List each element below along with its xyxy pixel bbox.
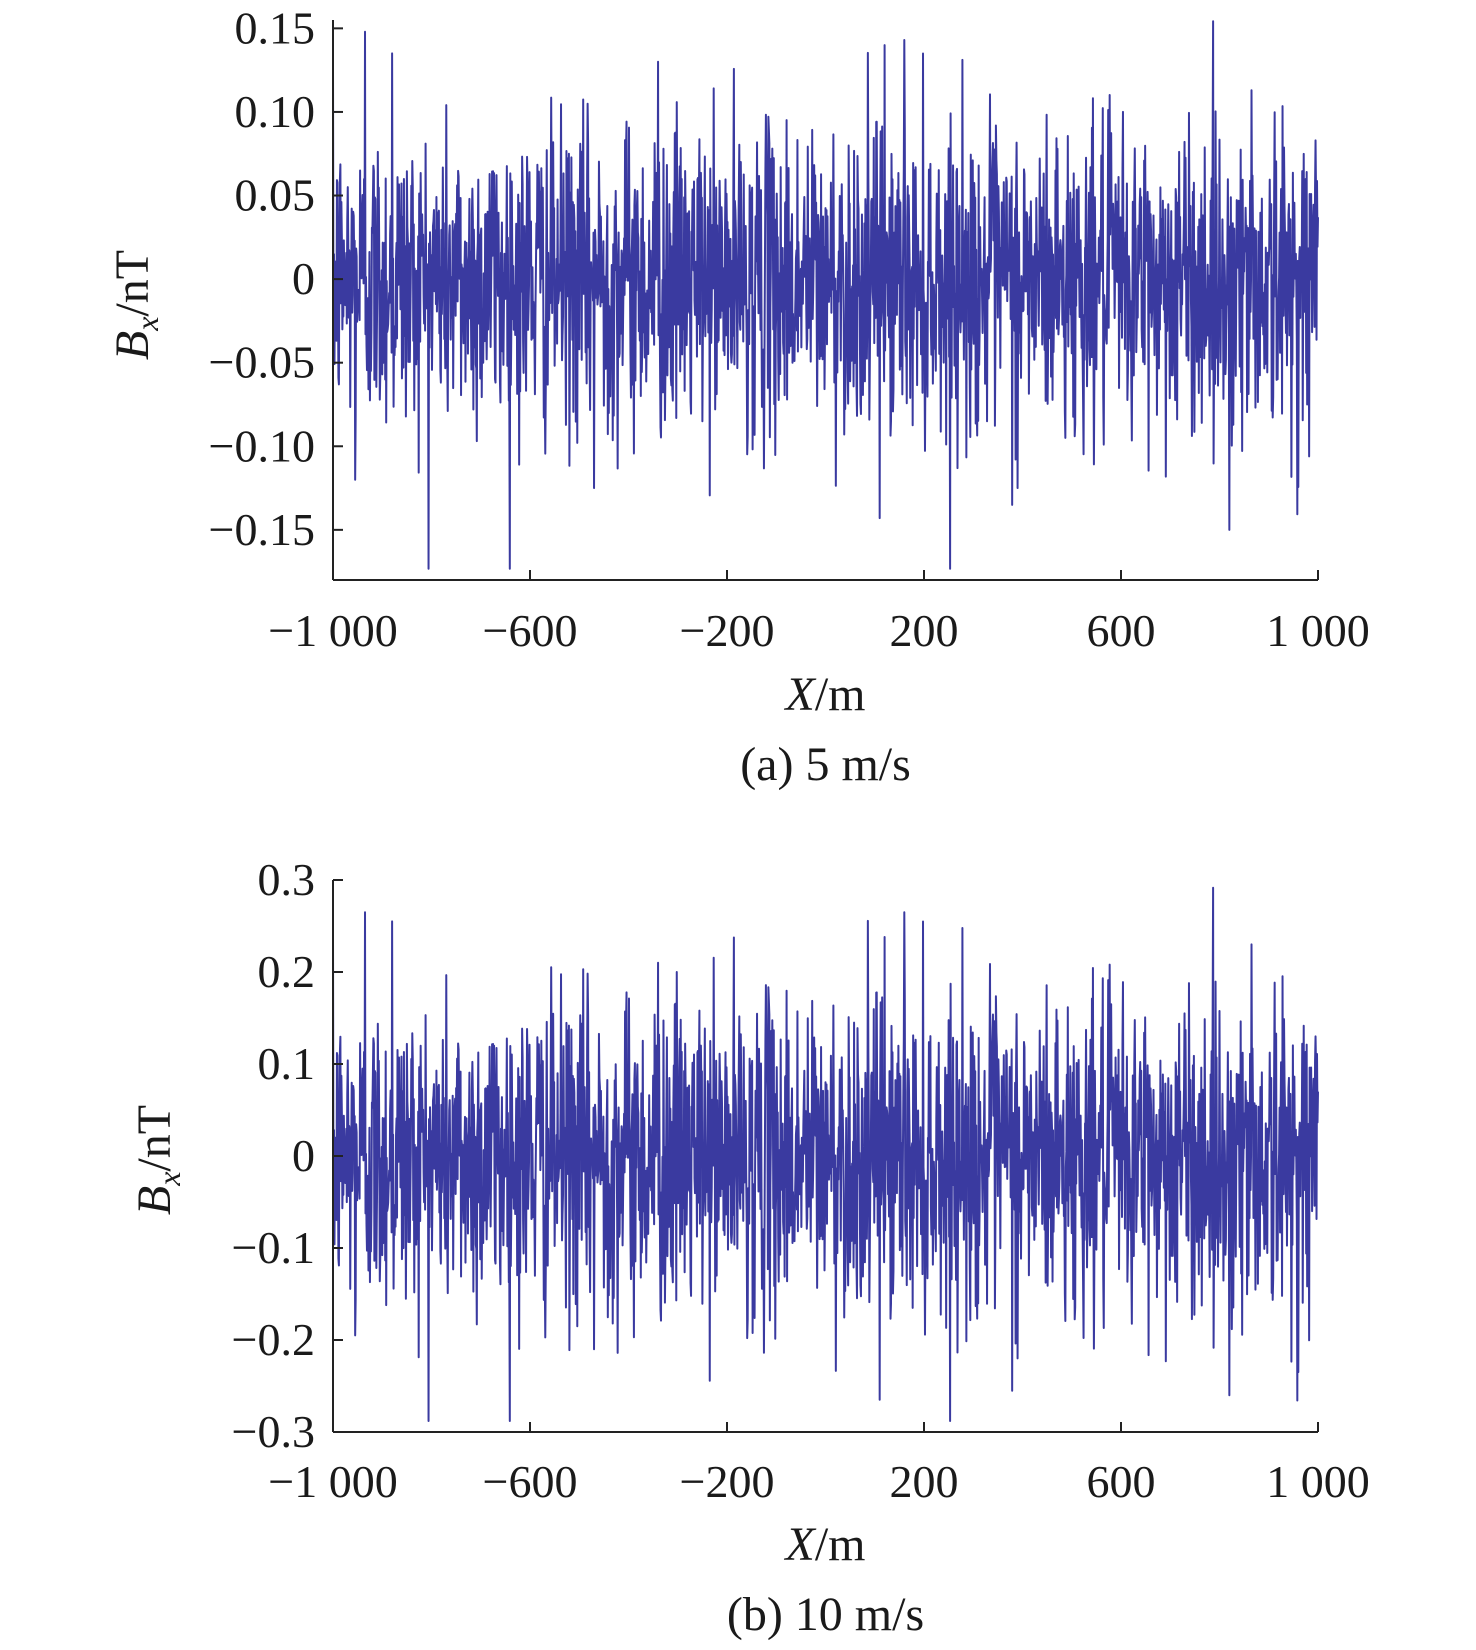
y-tick-label: −0.15 <box>209 504 315 555</box>
x-tick-label: 600 <box>1087 1456 1156 1507</box>
x-tick-label: −1 000 <box>268 605 397 656</box>
x-axis-label: X/m <box>784 668 866 721</box>
x-tick-label: 600 <box>1087 605 1156 656</box>
x-axis-label: X/m <box>784 1518 866 1571</box>
chart-panel-b: −1 000 −600 −200 200 600 1 000 0.3 0.2 0.1 0 −0.1 −… <box>128 854 1370 1641</box>
y-tick-label: −0.2 <box>232 1314 315 1365</box>
y-tick-label: 0.15 <box>235 2 316 53</box>
y-tick-label: −0.05 <box>209 337 315 388</box>
x-tick-label: −600 <box>483 1456 578 1507</box>
panel-caption: (a) 5 m/s <box>740 738 911 791</box>
series-line <box>332 886 1319 1422</box>
x-tick-label: 1 000 <box>1266 1456 1370 1507</box>
series-line <box>332 20 1319 570</box>
y-tick-label: 0.3 <box>258 854 316 905</box>
y-tick-label: 0.10 <box>235 86 316 137</box>
chart-panel-a: −1 000 −600 −200 200 600 1 000 0.15 0.10 0.05 0 −0… <box>106 2 1370 791</box>
y-axis-label: Bx/nT <box>106 250 165 360</box>
y-tick-label: 0.1 <box>258 1038 316 1089</box>
x-tick-label: 200 <box>890 1456 959 1507</box>
y-axis-label: Bx/nT <box>128 1105 187 1215</box>
x-tick-label: 200 <box>890 605 959 656</box>
x-tick-label: −200 <box>680 605 775 656</box>
x-tick-label: 1 000 <box>1266 605 1370 656</box>
x-tick-label: −1 000 <box>268 1456 397 1507</box>
y-tick-label: −0.1 <box>232 1222 315 1273</box>
y-tick-label: 0.05 <box>235 170 316 221</box>
y-tick-label: 0.2 <box>258 946 316 997</box>
y-tick-label: 0 <box>292 253 315 304</box>
x-tick-label: −600 <box>483 605 578 656</box>
y-tick-label: 0 <box>292 1130 315 1181</box>
y-tick-label: −0.10 <box>209 420 315 471</box>
x-tick-label: −200 <box>680 1456 775 1507</box>
panel-caption: (b) 10 m/s <box>727 1588 924 1641</box>
y-tick-label: −0.3 <box>232 1406 315 1457</box>
